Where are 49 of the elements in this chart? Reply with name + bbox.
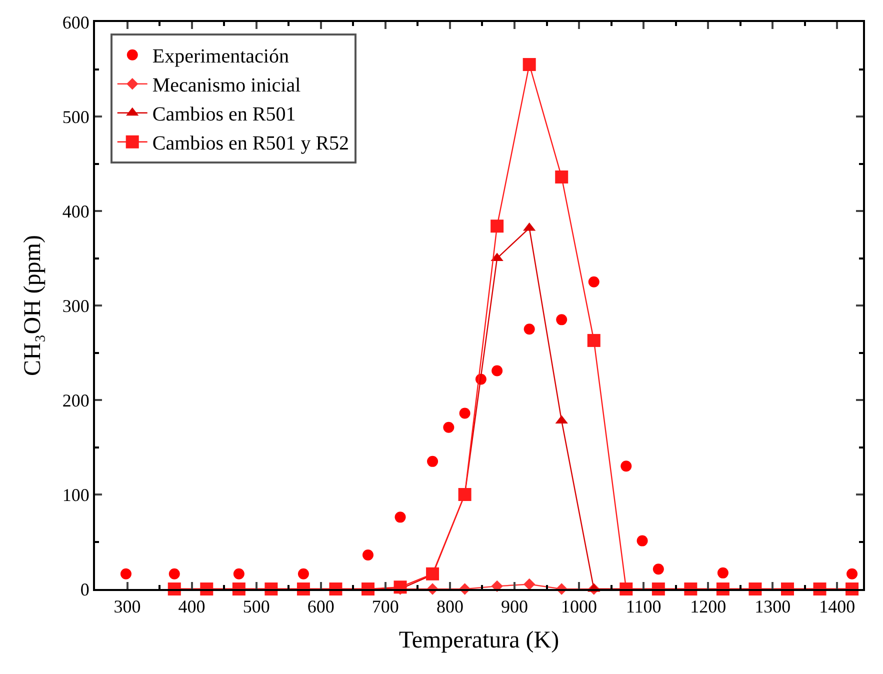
point <box>490 220 504 233</box>
x-tick-label: 400 <box>178 596 206 617</box>
point <box>587 334 600 347</box>
point <box>556 314 568 326</box>
x-tick-label: 700 <box>372 596 399 617</box>
y-tick-label: 500 <box>62 106 90 127</box>
x-tick-label: 800 <box>436 596 464 617</box>
x-tick-label: 1200 <box>690 596 726 617</box>
y-tick-label: 100 <box>62 484 90 505</box>
x-tick-label: 1100 <box>626 596 662 617</box>
legend-label: Mecanismo inicial <box>152 74 302 97</box>
point <box>120 568 132 580</box>
point <box>426 567 440 580</box>
point <box>636 535 648 546</box>
legend-label: Cambios en R501 <box>152 104 296 126</box>
legend-label: Experimentación <box>152 46 289 68</box>
x-tick-label: 1000 <box>561 596 598 617</box>
y-axis-title: CH₃OH (ppm) <box>20 234 46 376</box>
point <box>394 512 406 523</box>
point <box>717 567 728 578</box>
point <box>458 488 472 501</box>
point <box>522 58 536 72</box>
y-tick-label: 300 <box>62 296 90 316</box>
legend-label: Cambios en R501 y R52 <box>152 132 350 155</box>
x-tick-label: 1400 <box>819 596 856 617</box>
point <box>443 422 454 433</box>
point <box>362 549 374 560</box>
x-axis-title: Temperatura (K) <box>398 627 560 654</box>
point <box>555 170 568 184</box>
x-tick-label: 1300 <box>754 596 791 617</box>
point <box>846 568 858 580</box>
point <box>620 460 632 472</box>
x-tick-label: 600 <box>307 596 334 617</box>
point <box>168 568 180 580</box>
y-tick-label: 400 <box>62 201 90 222</box>
x-tick-label: 500 <box>242 596 270 617</box>
point <box>524 324 535 335</box>
x-tick-label: 300 <box>114 596 141 617</box>
y-tick-label: 200 <box>62 390 90 410</box>
point <box>588 276 600 288</box>
point <box>298 568 309 580</box>
point <box>427 456 438 467</box>
point <box>492 365 503 376</box>
point <box>233 568 244 580</box>
y-tick-label: 600 <box>62 12 90 32</box>
point <box>459 408 470 419</box>
x-tick-label: 900 <box>501 596 528 617</box>
y-tick-label: 0 <box>80 579 90 600</box>
point <box>652 564 664 575</box>
